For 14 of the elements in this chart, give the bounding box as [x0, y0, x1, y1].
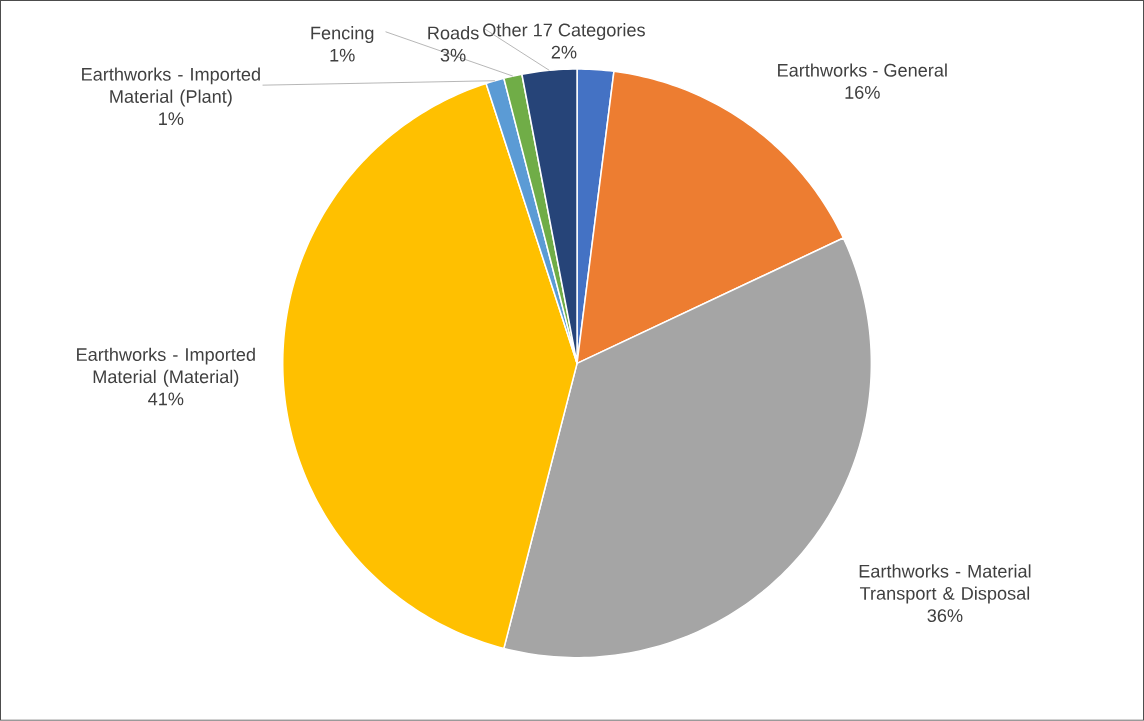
slice-label: Other 17 Categories — [483, 23, 645, 41]
slice-label: Roads — [428, 26, 479, 40]
slice-label: Earthworks - Material Transport & Disposal — [859, 564, 1031, 604]
data-label: 3% — [440, 48, 466, 62]
slice-label: Fencing — [311, 26, 374, 44]
data-label: 41% — [148, 392, 184, 406]
data-label: 2% — [551, 45, 577, 59]
slice-label: Earthworks - Imported Material (Material) — [77, 347, 255, 387]
data-label: 1% — [159, 112, 184, 126]
data-label: 1% — [330, 49, 355, 62]
slice-label: Earthworks - Imported Material (Plant) — [82, 67, 260, 107]
slice-label: Earthworks - General — [778, 63, 947, 77]
data-label: 16% — [845, 86, 880, 100]
data-label: 36% — [927, 609, 963, 623]
